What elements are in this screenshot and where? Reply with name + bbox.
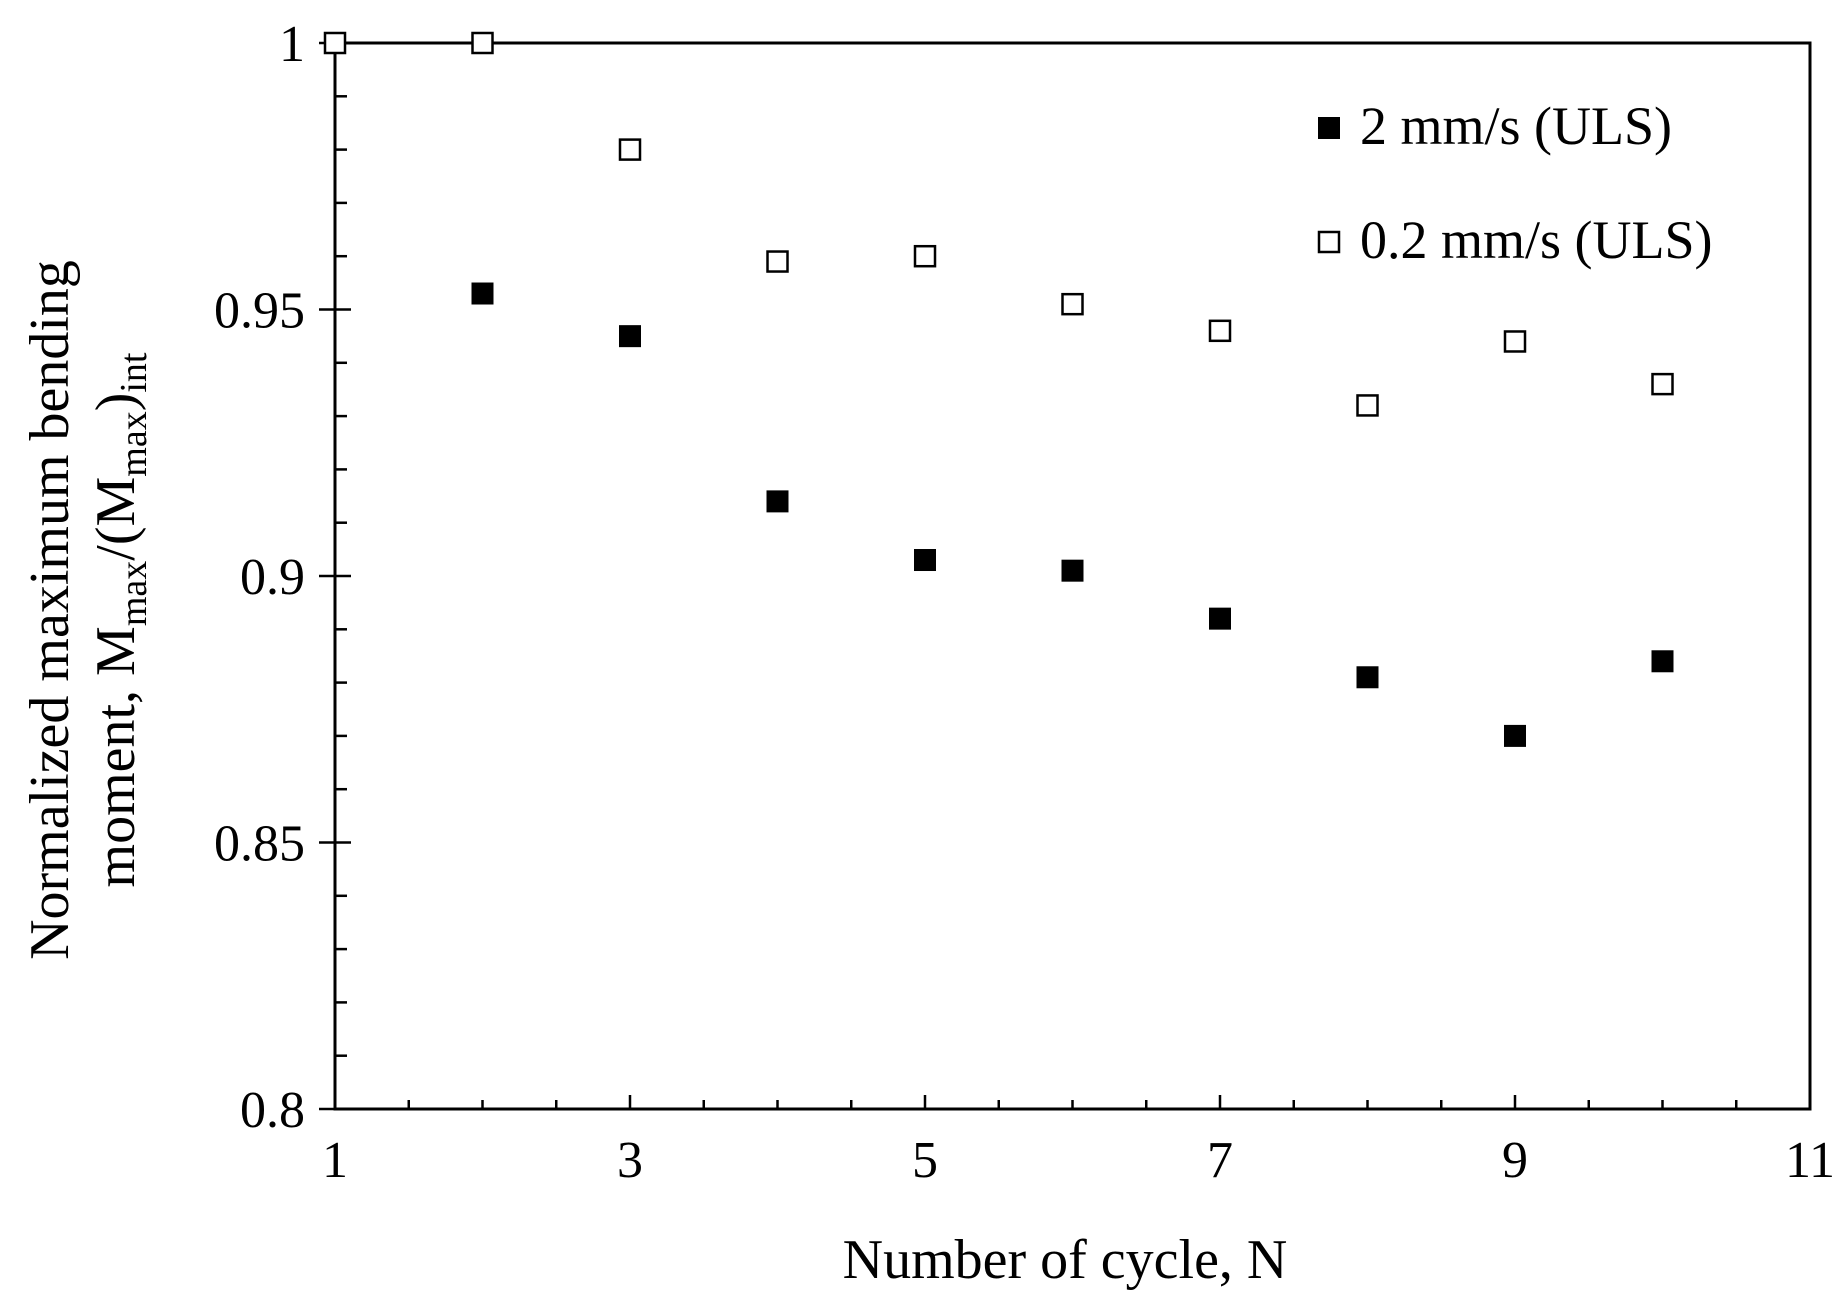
marks-layer <box>323 31 1674 747</box>
x-axis-label: Number of cycle, N <box>843 1229 1288 1291</box>
data-point-series-0 <box>1061 559 1084 582</box>
x-tick-label: 3 <box>617 1132 643 1189</box>
legend-label-02mm: 0.2 mm/s (ULS) <box>1360 210 1713 270</box>
y-tick-label: 0.8 <box>240 1082 305 1139</box>
y-tick-label: 1 <box>279 16 305 73</box>
data-point-series-1 <box>1208 319 1232 343</box>
data-point-series-0 <box>619 325 641 348</box>
y-tick-label: 0.95 <box>214 283 305 340</box>
x-tick-label: 7 <box>1207 1132 1233 1189</box>
data-point-series-1 <box>1651 372 1674 396</box>
legend-marker-open-square <box>1317 230 1341 254</box>
legend-item-02mm: 0.2 mm/s (ULS) <box>1317 210 1713 270</box>
data-point-series-0 <box>1356 666 1379 689</box>
data-point-series-1 <box>913 244 937 268</box>
x-tick-label: 11 <box>1785 1132 1835 1189</box>
data-point-series-0 <box>1651 650 1674 673</box>
data-point-series-1 <box>1356 394 1379 417</box>
data-point-series-1 <box>323 31 347 55</box>
x-tick-label: 1 <box>322 1132 348 1189</box>
data-point-series-1 <box>471 31 494 55</box>
data-point-series-0 <box>1504 724 1526 747</box>
legend: 2 mm/s (ULS) 0.2 mm/s (ULS) <box>1317 96 1713 270</box>
y-axis-label-line1: Normalized maximum bending <box>19 260 81 960</box>
x-tick-label: 5 <box>912 1132 938 1189</box>
data-point-series-0 <box>471 282 494 305</box>
data-point-series-0 <box>766 490 789 513</box>
legend-item-2mm: 2 mm/s (ULS) <box>1318 96 1672 156</box>
data-point-series-0 <box>914 549 936 572</box>
y-tick-label: 0.85 <box>214 816 305 873</box>
x-tick-label: 9 <box>1502 1132 1528 1189</box>
y-axis-label-second: moment, Mmax/(Mmax)int <box>85 352 155 887</box>
data-point-series-1 <box>1061 292 1084 316</box>
y-axis-label: Normalized maximum bending <box>19 260 81 960</box>
data-point-series-1 <box>618 138 642 161</box>
data-point-series-1 <box>1503 330 1527 353</box>
data-point-series-1 <box>766 250 789 273</box>
y-tick-label: 0.9 <box>240 549 305 606</box>
data-point-series-0 <box>1209 607 1231 630</box>
axes-layer: 1 3 5 7 9 11 0.8 0.85 0.9 0.95 1 <box>214 16 1835 1189</box>
legend-label-2mm: 2 mm/s (ULS) <box>1360 96 1672 156</box>
legend-marker-filled-square <box>1318 117 1340 139</box>
y-axis-label-line2: moment, Mmax/(Mmax)int <box>85 352 155 887</box>
